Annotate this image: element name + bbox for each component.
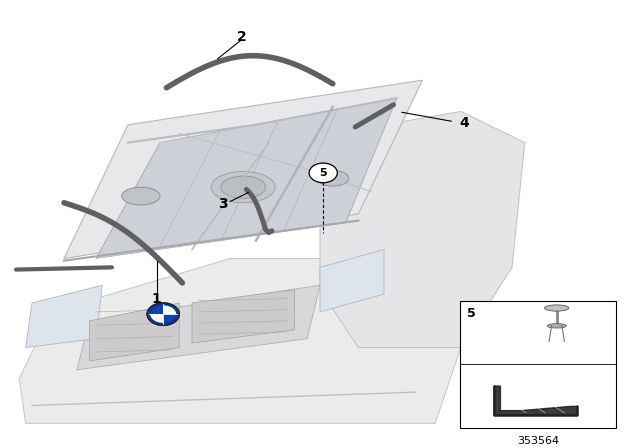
Polygon shape: [26, 285, 102, 348]
Wedge shape: [163, 304, 177, 314]
Text: 353564: 353564: [517, 436, 559, 446]
Text: 5: 5: [319, 168, 327, 178]
Polygon shape: [90, 303, 179, 361]
Ellipse shape: [221, 176, 266, 198]
Polygon shape: [320, 250, 384, 312]
Wedge shape: [149, 314, 163, 324]
Text: 5: 5: [467, 307, 476, 320]
Text: 2: 2: [237, 30, 247, 43]
Ellipse shape: [547, 323, 566, 328]
Polygon shape: [192, 290, 294, 343]
Text: 3: 3: [218, 197, 228, 211]
Ellipse shape: [545, 305, 569, 311]
Wedge shape: [163, 314, 177, 324]
Ellipse shape: [122, 187, 160, 205]
Polygon shape: [96, 98, 397, 258]
Wedge shape: [149, 304, 163, 314]
Polygon shape: [320, 112, 525, 348]
Circle shape: [147, 303, 179, 325]
Bar: [460, 301, 616, 428]
Text: 4: 4: [460, 116, 469, 129]
Text: 1: 1: [152, 293, 162, 306]
Ellipse shape: [211, 172, 275, 203]
Ellipse shape: [317, 170, 349, 186]
Polygon shape: [19, 258, 461, 423]
Polygon shape: [64, 80, 422, 258]
Circle shape: [309, 163, 337, 183]
Polygon shape: [77, 285, 320, 370]
Polygon shape: [494, 386, 577, 415]
